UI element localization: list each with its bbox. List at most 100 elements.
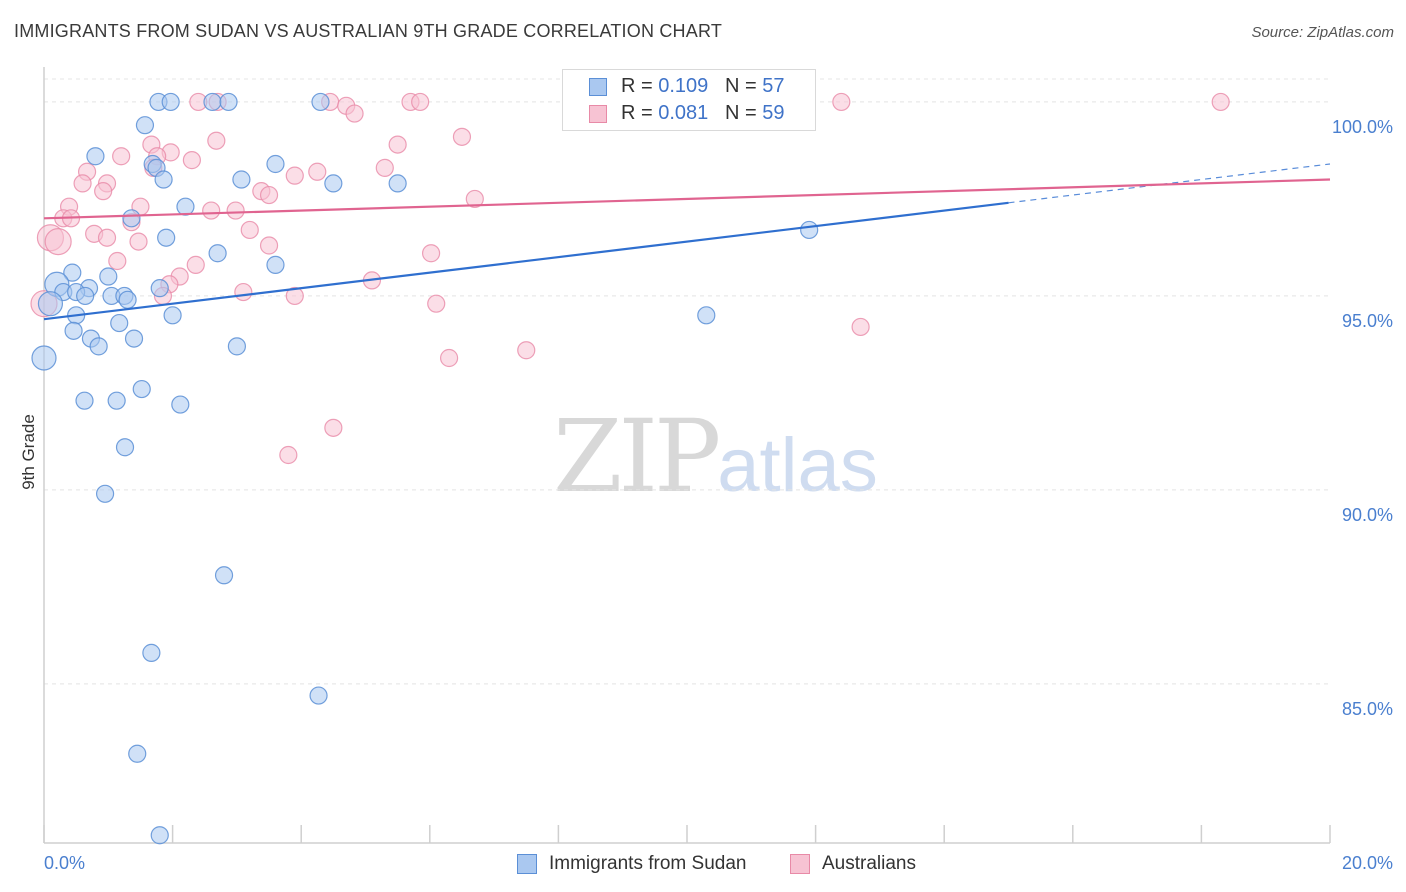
point-sudan [86, 147, 105, 166]
point-australians [427, 294, 446, 313]
point-australians [259, 236, 279, 255]
point-australians [345, 104, 364, 123]
legend-r-value: 0.109 [658, 75, 709, 97]
axes [43, 67, 1331, 844]
point-australians [234, 282, 253, 302]
point-sudan [128, 744, 147, 763]
point-sudan [214, 566, 234, 585]
point-sudan [150, 279, 169, 298]
x-tick-label: 0.0% [44, 853, 85, 873]
point-australians [202, 201, 221, 220]
legend-swatch-sudan [589, 78, 607, 96]
point-sudan [697, 306, 716, 325]
point-sudan [142, 643, 161, 662]
trend-lines [43, 163, 1331, 321]
y-tick-label: 90.0% [1342, 505, 1393, 525]
point-sudan [31, 345, 57, 371]
point-sudan [150, 826, 169, 845]
point-sudan [311, 92, 330, 112]
point-australians [97, 228, 117, 247]
point-sudan [232, 170, 251, 189]
legend-swatch-australians [790, 854, 810, 874]
point-australians [182, 151, 201, 170]
point-australians [452, 127, 472, 146]
point-australians [439, 348, 459, 368]
point-australians [324, 418, 343, 437]
point-australians [421, 244, 441, 263]
y-axis-label: 9th Grade [19, 414, 38, 490]
watermark-zip: ZIP [553, 398, 721, 515]
point-australians [186, 255, 205, 274]
legend-label-australians: Australians [822, 853, 916, 874]
legend-n-label: N = [724, 75, 763, 97]
point-sudan [75, 391, 94, 410]
point-australians [388, 135, 407, 154]
point-sudan [76, 286, 95, 306]
grid-lines [44, 78, 1330, 685]
series-australians-points [30, 92, 1230, 465]
point-sudan [107, 391, 126, 410]
chart-title: IMMIGRANTS FROM SUDAN VS AUSTRALIAN 9TH … [14, 21, 723, 41]
point-sudan [171, 395, 190, 414]
point-australians [279, 445, 298, 465]
point-australians [44, 228, 72, 256]
point-sudan [115, 438, 135, 457]
point-australians [1211, 92, 1230, 112]
point-australians [240, 220, 259, 240]
y-tick-label: 95.0% [1342, 311, 1393, 331]
point-sudan [266, 255, 285, 274]
legend-label-sudan: Immigrants from Sudan [549, 853, 747, 874]
legend-r-label: R = [621, 75, 659, 97]
point-australians [465, 189, 484, 209]
point-australians [517, 341, 536, 360]
source-attribution: Source: ZipAtlas.com [1251, 24, 1394, 41]
point-sudan [388, 174, 407, 193]
point-sudan [64, 321, 83, 340]
point-australians [207, 131, 226, 150]
trend-line-sudan [43, 201, 1009, 321]
point-sudan [122, 209, 141, 228]
correlation-legend: R = 0.109 N = 57 R = 0.081 N = 59 [562, 69, 816, 131]
point-sudan [99, 267, 118, 286]
point-sudan [266, 154, 285, 174]
point-sudan [135, 116, 155, 135]
legend-r-value: 0.081 [658, 102, 709, 124]
watermark-atlas: atlas [717, 423, 878, 508]
point-sudan [63, 263, 82, 282]
point-sudan [157, 228, 176, 247]
legend-n-value: 57 [762, 75, 785, 97]
watermark: ZIPatlas [553, 398, 878, 515]
series-sudan-points [31, 92, 819, 845]
point-sudan [132, 379, 151, 399]
point-sudan [227, 337, 246, 356]
y-tick-label: 100.0% [1332, 117, 1393, 137]
legend-n-value: 59 [762, 102, 785, 124]
series-legend: Immigrants from Sudan Australians [0, 853, 1406, 877]
point-sudan [324, 174, 343, 193]
point-sudan [800, 220, 819, 240]
point-sudan [118, 290, 137, 309]
point-sudan [309, 686, 328, 705]
trend-line-sudan-extension [1008, 163, 1331, 204]
trend-line-australians [43, 178, 1331, 220]
point-australians [259, 185, 279, 205]
legend-n-label: N = [724, 102, 763, 124]
point-sudan [208, 244, 227, 263]
point-sudan [203, 92, 222, 112]
point-australians [73, 174, 92, 193]
point-australians [108, 251, 127, 271]
point-australians [851, 317, 870, 337]
point-sudan [95, 484, 115, 503]
point-australians [112, 147, 131, 166]
point-sudan [176, 197, 195, 216]
legend-swatch-australians [589, 105, 607, 123]
legend-swatch-sudan [517, 854, 537, 874]
point-sudan [37, 291, 64, 317]
point-australians [375, 158, 394, 177]
point-sudan [161, 92, 180, 112]
point-sudan [163, 306, 182, 325]
point-sudan [110, 313, 129, 333]
point-australians [129, 232, 148, 251]
point-australians [411, 92, 430, 112]
